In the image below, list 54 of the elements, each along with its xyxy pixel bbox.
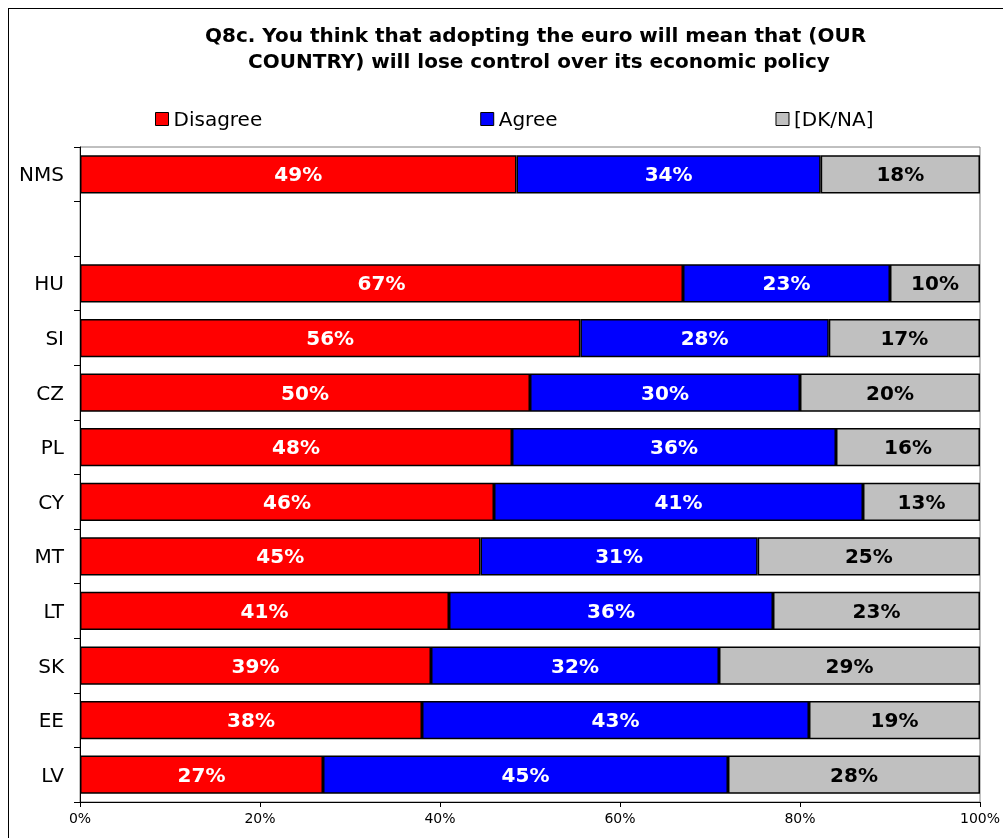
- data-label: 28%: [680, 326, 729, 351]
- x-tick-label: 40%: [424, 810, 456, 826]
- data-label: 45%: [501, 762, 550, 787]
- y-tick-label: PL: [40, 435, 65, 460]
- data-label: 41%: [240, 598, 289, 623]
- data-label: 67%: [357, 271, 406, 296]
- data-label: 36%: [650, 435, 698, 460]
- y-tick-label: NMS: [19, 162, 64, 187]
- data-label: 23%: [762, 271, 811, 296]
- data-label: 29%: [825, 653, 874, 678]
- y-tick-label: HU: [34, 271, 64, 296]
- data-label: 30%: [641, 380, 689, 405]
- y-tick-label: CZ: [36, 380, 64, 405]
- data-label: 36%: [587, 598, 635, 623]
- data-label: 23%: [852, 598, 901, 623]
- y-tick-label: LT: [43, 598, 65, 623]
- y-tick-label: SK: [38, 653, 65, 678]
- data-label: 18%: [876, 162, 925, 187]
- data-label: 10%: [911, 271, 959, 296]
- data-label: 32%: [551, 653, 599, 678]
- y-tick-label: LV: [41, 762, 65, 787]
- data-label: 46%: [263, 489, 311, 514]
- data-label: 28%: [830, 762, 878, 787]
- data-label: 41%: [654, 489, 703, 514]
- data-label: 27%: [177, 762, 226, 787]
- x-tick-label: 20%: [244, 810, 276, 826]
- data-label: 34%: [644, 162, 693, 187]
- data-label: 50%: [281, 380, 329, 405]
- data-label: 56%: [306, 326, 355, 351]
- data-label: 39%: [231, 653, 280, 678]
- y-tick-label: SI: [45, 326, 64, 351]
- data-label: 25%: [844, 544, 893, 569]
- y-tick-label: MT: [34, 544, 65, 569]
- data-label: 13%: [897, 489, 946, 514]
- data-label: 16%: [884, 435, 932, 460]
- x-tick-label: 60%: [604, 810, 636, 826]
- y-tick-label: EE: [38, 708, 64, 733]
- y-tick-label: CY: [38, 489, 65, 514]
- legend-label: Agree: [498, 107, 558, 131]
- data-label: 20%: [866, 380, 914, 405]
- legend-label: [DK/NA]: [793, 107, 874, 131]
- x-tick-label: 80%: [784, 810, 816, 826]
- data-label: 45%: [256, 544, 305, 569]
- legend-label: Disagree: [173, 107, 263, 131]
- data-label: 43%: [591, 708, 640, 733]
- chart-title: Q8c. You think that adopting the euro will mean that (OUR COUNTRY) will lose control over its economic policy: [204, 23, 874, 73]
- x-tick-label: 100%: [959, 810, 1000, 826]
- data-label: 49%: [274, 162, 323, 187]
- data-label: 48%: [272, 435, 320, 460]
- data-label: 31%: [595, 544, 644, 569]
- data-label: 17%: [880, 326, 929, 351]
- x-tick-label: 0%: [68, 810, 92, 826]
- data-label: 38%: [227, 708, 275, 733]
- data-label: 19%: [870, 708, 919, 733]
